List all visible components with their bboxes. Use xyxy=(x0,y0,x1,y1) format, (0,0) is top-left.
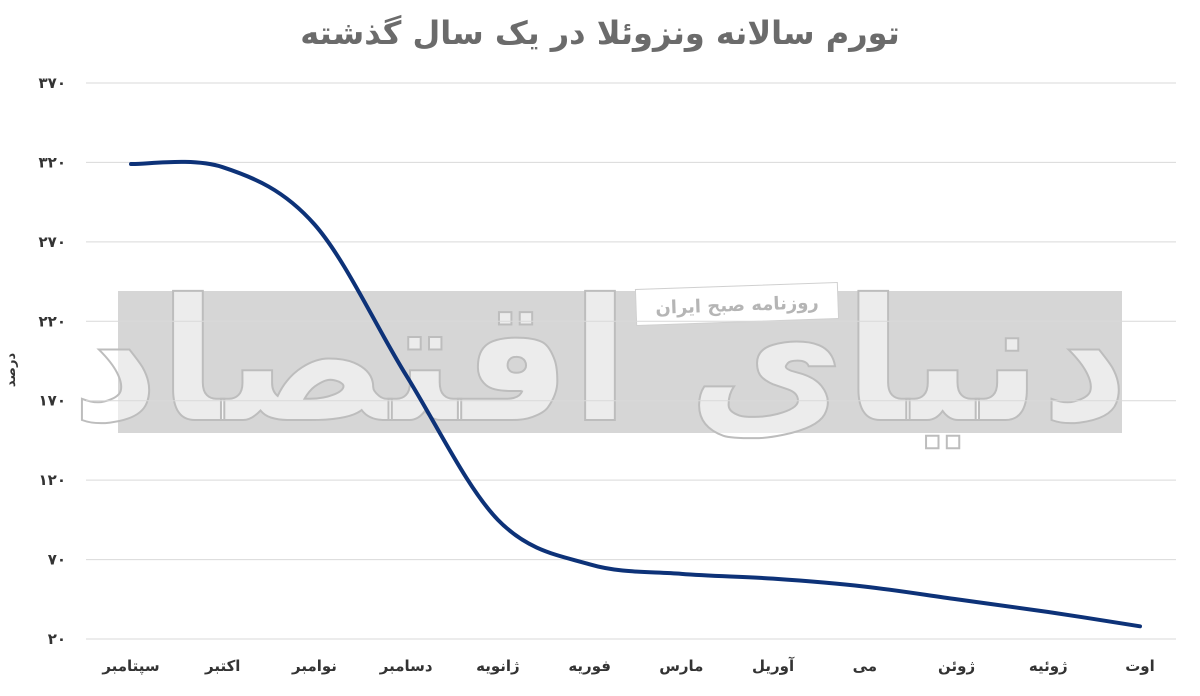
grid-lines xyxy=(86,82,1176,640)
watermark-logo-text: دنیای اقتصاد xyxy=(72,263,1129,461)
x-tick-label: نوامبر xyxy=(291,657,337,675)
y-tick-label: ۳۲۰ xyxy=(39,153,66,171)
watermark-band xyxy=(118,291,1122,433)
x-tick-label: ژوئیه xyxy=(1029,657,1068,675)
x-tick-label: سپتامبر xyxy=(101,657,159,676)
watermark-tagline-box: روزنامه صبح ایران xyxy=(634,281,840,327)
y-tick-label: ۱۲۰ xyxy=(39,471,66,489)
chart-title: تورم سالانه ونزوئلا در یک سال گذشته xyxy=(300,14,900,52)
y-axis-label: درصد xyxy=(4,353,19,388)
x-axis: سپتامبر اکتبر نوامبر دسامبر ژانویه فوریه مارس آ… xyxy=(101,657,1154,676)
x-tick-label: ژانویه xyxy=(476,657,520,675)
x-tick-label: دسامبر xyxy=(379,657,433,675)
y-axis: ۲۰ ۷۰ ۱۲۰ ۱۷۰ ۲۲۰ ۲۷۰ ۳۲۰ ۳۷۰ xyxy=(39,74,66,648)
x-tick-label: ژوئن xyxy=(938,657,975,675)
series-layer xyxy=(129,159,1142,629)
x-tick-label: اوت xyxy=(1125,657,1155,675)
y-tick-label: ۲۰ xyxy=(48,630,66,648)
y-tick-label: ۷۰ xyxy=(48,551,66,569)
watermark-logo: دنیای اقتصاد روزنامه صبح ایران xyxy=(71,262,1130,462)
x-tick-label: می xyxy=(853,657,877,675)
y-tick-label: ۱۷۰ xyxy=(39,392,66,410)
x-tick-label: مارس xyxy=(659,657,703,675)
x-tick-label: فوریه xyxy=(568,657,611,675)
y-tick-label: ۳۷۰ xyxy=(39,74,66,92)
y-tick-label: ۲۲۰ xyxy=(39,312,66,330)
x-tick-label: اکتبر xyxy=(204,657,240,675)
series-line xyxy=(129,159,1142,629)
y-tick-label: ۲۷۰ xyxy=(39,233,66,251)
x-tick-label: آوریل xyxy=(752,657,795,675)
